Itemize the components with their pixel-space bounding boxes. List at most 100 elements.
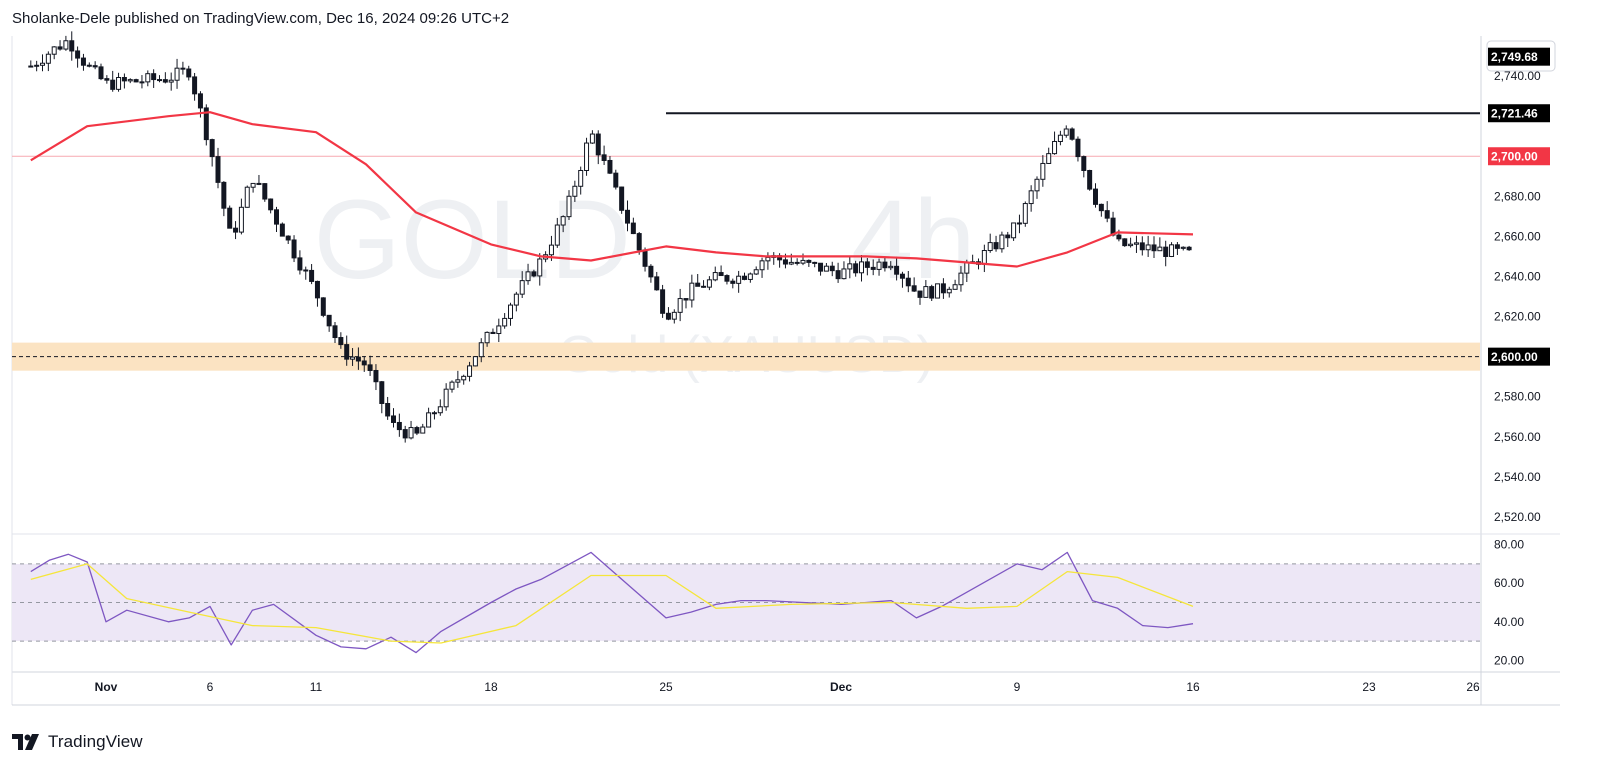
candle-body xyxy=(1063,128,1069,136)
candle-body xyxy=(619,186,625,211)
candle xyxy=(823,262,829,272)
candle xyxy=(350,348,356,366)
candle xyxy=(455,370,461,388)
candle xyxy=(689,274,695,308)
candle-body xyxy=(677,298,683,313)
candle xyxy=(981,244,987,273)
candle xyxy=(1075,136,1081,162)
price-label-box xyxy=(1488,347,1550,366)
candle xyxy=(355,347,361,370)
candle xyxy=(45,51,51,72)
candle-body xyxy=(157,79,162,82)
candle-body xyxy=(899,273,905,279)
candle xyxy=(192,72,198,101)
candle-body xyxy=(133,79,139,83)
candle-body xyxy=(537,258,543,277)
candle-body xyxy=(238,206,244,233)
candle-body xyxy=(309,269,315,282)
candle xyxy=(589,130,595,144)
candle-body xyxy=(642,249,648,267)
candle xyxy=(127,78,133,84)
candle xyxy=(75,46,81,68)
candle-body xyxy=(244,186,250,208)
candle-body xyxy=(121,76,127,82)
candle-body xyxy=(350,356,356,360)
candle xyxy=(385,396,391,420)
candle-body xyxy=(993,242,999,250)
candle xyxy=(449,380,455,393)
candle xyxy=(683,298,689,309)
candle xyxy=(607,156,613,175)
footer-brand[interactable]: TradingView xyxy=(12,732,143,752)
candle xyxy=(706,276,712,291)
candle xyxy=(256,174,262,186)
candle-body xyxy=(34,64,40,67)
candle-body xyxy=(402,429,408,439)
candle-body xyxy=(379,381,385,404)
time-tick-label: 26 xyxy=(1466,680,1480,694)
candle-body xyxy=(987,242,993,252)
candle-body xyxy=(180,67,186,70)
candle xyxy=(373,364,379,391)
candle xyxy=(595,130,601,165)
candle xyxy=(677,288,683,322)
candle-body xyxy=(1180,246,1186,249)
candle-body xyxy=(1040,162,1046,180)
candle-body xyxy=(712,272,718,281)
candle xyxy=(1034,176,1040,199)
candle xyxy=(180,61,186,75)
candle xyxy=(1163,240,1169,267)
candle-body xyxy=(1087,169,1093,190)
candle-body xyxy=(1157,246,1163,252)
candle-body xyxy=(262,183,268,200)
candle xyxy=(92,61,98,70)
candle xyxy=(437,399,443,416)
candle-body xyxy=(747,273,753,280)
candle xyxy=(1133,235,1139,253)
candle-body xyxy=(250,182,256,188)
watermark-interval: 4h xyxy=(851,177,976,302)
candle xyxy=(958,266,964,292)
candle-body xyxy=(431,412,437,415)
candle xyxy=(116,72,122,92)
candle xyxy=(478,338,484,363)
candle-body xyxy=(110,79,116,90)
price-tick-label: 2,560.00 xyxy=(1494,430,1541,444)
currency-button[interactable] xyxy=(1486,40,1556,72)
candle-body xyxy=(1163,246,1169,257)
candle-body xyxy=(706,279,712,288)
candle-body xyxy=(630,222,636,235)
candle-body xyxy=(1057,134,1063,142)
candle xyxy=(157,75,162,83)
candle xyxy=(391,408,396,428)
candle-body xyxy=(1081,156,1087,171)
candle xyxy=(367,355,373,376)
candle xyxy=(508,302,513,326)
candle xyxy=(151,69,157,88)
candle xyxy=(51,46,57,60)
candle xyxy=(1005,231,1011,248)
candle-body xyxy=(648,265,654,278)
candle xyxy=(665,307,671,321)
time-tick-label: Nov xyxy=(95,680,118,694)
candle xyxy=(718,265,724,277)
price-label-box xyxy=(1488,47,1550,66)
candle xyxy=(168,72,174,91)
candle-body xyxy=(841,268,847,280)
candle-body xyxy=(718,272,724,277)
candle-body xyxy=(952,284,958,290)
candle xyxy=(894,256,900,281)
candle-body xyxy=(1093,188,1098,205)
candle-body xyxy=(496,325,502,335)
candle xyxy=(829,261,835,277)
candle xyxy=(859,254,864,282)
candle-body xyxy=(835,270,841,280)
candle-body xyxy=(566,195,572,218)
candle xyxy=(1016,214,1022,234)
candle xyxy=(724,274,730,285)
candle xyxy=(560,215,566,233)
candle-body xyxy=(75,50,81,59)
candle-body xyxy=(1122,238,1128,247)
candle xyxy=(86,62,92,68)
